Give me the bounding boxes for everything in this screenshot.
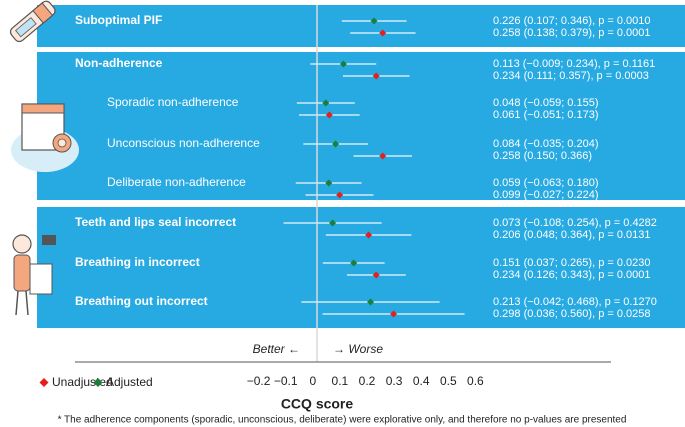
estimate-point [350,259,358,267]
estimate-point [390,310,398,318]
estimate-label: 0.226 (0.107; 0.346), p = 0.0010 [493,15,651,27]
row-label: Breathing out incorrect [75,294,208,308]
estimate-point [322,99,330,107]
x-tick-label: 0.4 [413,374,430,388]
better-label: Better ← [253,342,300,356]
panel [37,207,685,328]
legend-marker [39,378,49,387]
estimate-label: 0.298 (0.036; 0.560), p = 0.0258 [493,308,651,320]
estimate-point [329,219,337,227]
estimate-point [332,140,340,148]
x-axis-title: CCQ score [281,396,354,412]
x-tick-label: 0.2 [359,374,376,388]
worse-label: → Worse [333,342,383,356]
estimate-point [372,271,380,279]
x-tick-label: 0.3 [386,374,403,388]
row-label: Unconscious non-adherence [107,136,260,150]
estimate-point [379,152,387,160]
estimate-label: 0.234 (0.126; 0.343), p = 0.0001 [493,269,651,281]
person-icon [12,234,56,316]
row-label: Breathing in incorrect [75,255,200,269]
x-tick-label: 0.1 [332,374,349,388]
estimate-label: 0.099 (−0.027; 0.224) [493,189,599,201]
estimate-label: 0.084 (−0.035; 0.204) [493,138,599,150]
x-tick-label: 0.5 [440,374,457,388]
estimate-point [379,29,387,37]
legend-marker [93,378,103,387]
row-label: Teeth and lips seal incorrect [75,215,236,229]
estimate-point [336,191,344,199]
footnote: * The adherence components (sporadic, un… [58,415,627,426]
estimate-point [367,298,375,306]
estimate-label: 0.258 (0.150; 0.366) [493,150,592,162]
row-label: Sporadic non-adherence [107,95,239,109]
row-label: Deliberate non-adherence [107,175,246,189]
calendar-icon [11,103,79,172]
estimate-point [325,179,333,187]
inhaler-icon [9,0,56,43]
estimate-label: 0.151 (0.037; 0.265), p = 0.0230 [493,257,651,269]
estimate-label: 0.213 (−0.042; 0.468), p = 0.1270 [493,296,657,308]
estimate-label: 0.258 (0.138; 0.379), p = 0.0001 [493,27,651,39]
estimate-label: 0.206 (0.048; 0.364), p = 0.0131 [493,229,651,241]
estimate-point [339,60,347,68]
estimate-label: 0.234 (0.111; 0.357), p = 0.0003 [493,70,649,82]
x-tick-label: −0.2 [247,374,271,388]
estimate-label: 0.048 (−0.059; 0.155) [493,97,599,109]
estimate-label: 0.059 (−0.063; 0.180) [493,177,599,189]
x-tick-label: 0.6 [467,374,484,388]
panel [37,5,685,47]
x-tick-label: 0 [309,374,316,388]
x-tick-label: −0.1 [274,374,298,388]
estimate-label: 0.113 (−0.009; 0.234), p = 0.1161 [493,58,655,70]
row-label: Suboptimal PIF [75,13,162,27]
legend-label: Unadjusted [52,375,113,389]
row-label: Non-adherence [75,56,163,70]
estimate-label: 0.073 (−0.108; 0.254), p = 0.4282 [493,217,657,229]
estimate-point [372,72,380,80]
estimate-point [365,231,373,239]
estimate-point [370,17,378,25]
legend-label: Adjusted [106,375,153,389]
estimate-label: 0.061 (−0.051; 0.173) [493,109,599,121]
estimate-point [325,111,333,119]
